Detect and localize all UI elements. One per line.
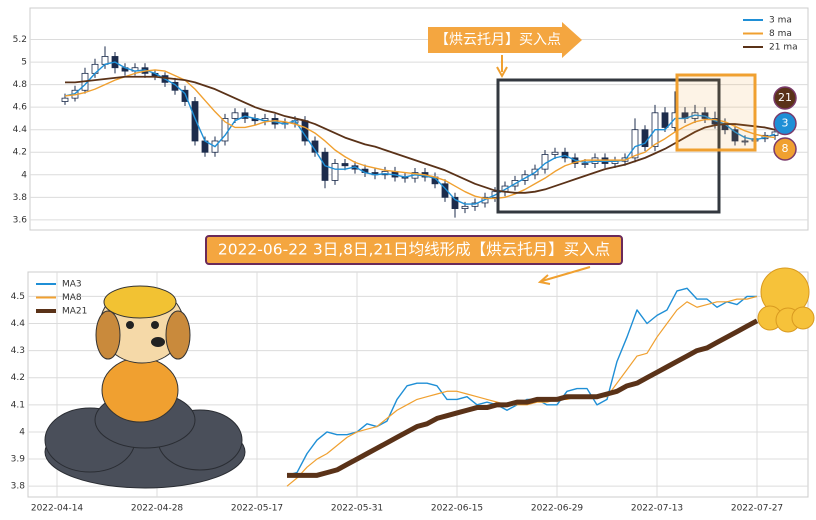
x-tick-label: 2022-06-29	[531, 504, 584, 514]
legend-label: 8 ma	[769, 29, 792, 39]
y-tick-label: 3.6	[13, 215, 28, 225]
y-tick-label: 4.4	[11, 319, 26, 329]
candle-body	[61, 97, 69, 102]
banner	[205, 235, 623, 265]
legend-label: MA8	[62, 293, 82, 303]
candle-body	[331, 163, 339, 181]
pointer	[496, 55, 508, 79]
y-tick-label: 4.2	[13, 148, 27, 158]
candle-body	[341, 163, 349, 167]
y-tick-label: 4	[21, 170, 27, 180]
candle-body	[581, 163, 589, 165]
candle-body	[771, 131, 779, 136]
x-tick-label: 2022-04-14	[31, 504, 84, 514]
y-tick-label: 4.6	[13, 103, 28, 113]
x-tick-label: 2022-05-31	[331, 504, 383, 514]
x-tick-label: 2022-07-27	[731, 504, 783, 514]
x-tick-label: 2022-04-28	[131, 504, 184, 514]
legend-label: 21 ma	[769, 43, 798, 53]
y-tick-label: 4.2	[11, 373, 25, 383]
highlight-box	[675, 73, 757, 152]
candle-body	[451, 196, 459, 209]
badge	[773, 137, 797, 161]
highlight-box	[496, 78, 721, 214]
badge-label: 3	[782, 117, 789, 130]
annotation-arrow	[428, 22, 582, 58]
y-tick-label: 4.3	[11, 346, 25, 356]
y-tick-label: 4.4	[13, 125, 28, 135]
candle-body	[551, 151, 559, 155]
banner-text: 2022-06-22 3日,8日,21日均线形成【烘云托月】买入点	[218, 241, 610, 259]
candle-body	[461, 205, 469, 209]
candle-body	[631, 129, 639, 159]
x-tick-label: 2022-05-17	[231, 504, 283, 514]
legend-label: MA21	[62, 307, 87, 317]
legend-label: MA3	[62, 280, 82, 290]
y-tick-label: 3.8	[11, 482, 26, 492]
y-tick-label: 4.1	[11, 400, 25, 410]
legend-label: 3 ma	[769, 16, 792, 26]
y-tick-label: 4	[19, 427, 25, 437]
ma-line	[287, 318, 759, 478]
moon	[757, 267, 815, 333]
y-tick-label: 3.9	[11, 455, 26, 465]
y-tick-label: 4.8	[13, 80, 28, 90]
badge-label: 8	[782, 142, 789, 155]
y-tick-label: 5.2	[13, 35, 27, 45]
y-tick-label: 5	[21, 58, 27, 68]
ma-line	[65, 75, 776, 194]
candle-body	[661, 112, 669, 128]
badge	[773, 86, 797, 110]
dog	[95, 285, 191, 423]
candle-body	[441, 183, 449, 198]
ma-line	[64, 61, 776, 205]
y-tick-label: 4.5	[11, 292, 25, 302]
pointer	[537, 266, 591, 285]
cloud	[44, 391, 246, 489]
candle-body	[181, 89, 189, 102]
candle-body	[231, 112, 239, 119]
top-chart: 3.6 3.8 4 4.2 4.4 4.6 4.8 5 5.2 21 3 8 3 ma 8 ma 21 ma	[13, 16, 808, 225]
candle-body	[191, 101, 199, 142]
ma-line	[286, 295, 758, 487]
x-tick-label: 2022-07-13	[631, 504, 683, 514]
candle-body	[731, 129, 739, 142]
y-tick-label: 3.8	[13, 193, 28, 203]
x-tick-label: 2022-06-15	[431, 504, 483, 514]
candle-body	[741, 140, 749, 143]
badge	[773, 111, 797, 136]
annotation: 【烘云托月】买入点	[435, 32, 561, 48]
candle-body	[171, 81, 179, 91]
badge-label: 21	[778, 91, 792, 104]
